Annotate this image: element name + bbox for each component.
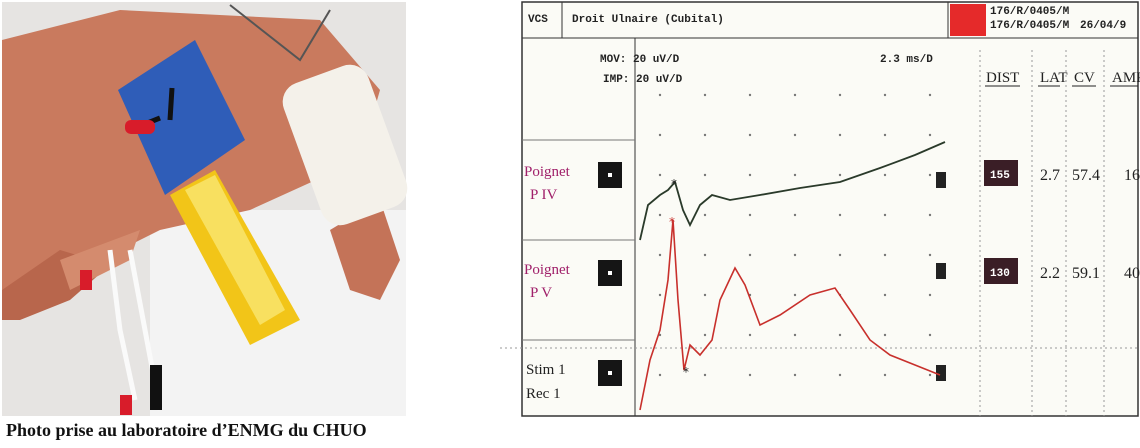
emg-screen: * * * <box>500 1 1139 417</box>
grid-dot <box>703 213 707 217</box>
amp: 40 <box>1124 265 1140 282</box>
grid-dot <box>883 253 887 257</box>
cv: 59.1 <box>1072 265 1100 282</box>
grid-dot <box>748 333 752 337</box>
dist: 155 <box>990 170 1010 182</box>
grid-dot <box>838 373 842 377</box>
screen-title: Droit Ulnaire (Cubital) <box>572 14 724 26</box>
grid-dot <box>658 373 662 377</box>
dist: 130 <box>990 268 1010 280</box>
lat: 2.7 <box>1040 167 1060 184</box>
caption: Photo prise au laboratoire d’ENMG du CHU… <box>6 420 367 440</box>
column-header: DIST <box>986 70 1019 86</box>
grid-dot <box>658 293 662 297</box>
date: 26/04/9 <box>1080 20 1126 32</box>
grid-dots <box>658 93 932 377</box>
grid-dot <box>703 173 707 177</box>
svg-text:*: * <box>683 365 689 379</box>
grid-dot <box>793 213 797 217</box>
timebase: 2.3 ms/D <box>880 54 933 66</box>
grid-dot <box>838 333 842 337</box>
grid-dot <box>928 333 932 337</box>
site: P IV <box>530 187 558 203</box>
grid-dot <box>748 373 752 377</box>
grid-dot <box>838 173 842 177</box>
site: P V <box>530 285 552 301</box>
grid-dot <box>883 213 887 217</box>
rec: Rec 1 <box>526 386 561 402</box>
grid-dot <box>793 333 797 337</box>
grid-dot <box>658 133 662 137</box>
svg-text:*: * <box>669 215 675 229</box>
grid-dot <box>658 213 662 217</box>
grid-dot <box>793 293 797 297</box>
grid-dot <box>928 373 932 377</box>
grid-dot <box>793 133 797 137</box>
grid-dot <box>703 293 707 297</box>
grid-dot <box>658 93 662 97</box>
photo <box>2 2 408 416</box>
grid-dot <box>928 93 932 97</box>
grid-dot <box>658 173 662 177</box>
grid-dot <box>748 133 752 137</box>
grid-dot <box>838 133 842 137</box>
grid-dot <box>703 253 707 257</box>
grid-dot <box>658 333 662 337</box>
grid-dot <box>658 253 662 257</box>
grid-dot <box>703 133 707 137</box>
grid-dot <box>883 133 887 137</box>
amp: 16 <box>1124 167 1140 184</box>
grid-dot <box>793 173 797 177</box>
code: VCS <box>528 14 548 26</box>
grid-dot <box>748 253 752 257</box>
grid-dot <box>748 173 752 177</box>
grid-dot <box>928 133 932 137</box>
grid-dot <box>838 93 842 97</box>
grid-dot <box>838 253 842 257</box>
column-header: LAT <box>1040 70 1068 86</box>
grid-dot <box>928 213 932 217</box>
grid-dot <box>928 293 932 297</box>
grid-dot <box>883 173 887 177</box>
column-header: CV <box>1074 70 1095 86</box>
patient-id: 176/R/0405/M <box>990 6 1070 18</box>
grid-dot <box>703 93 707 97</box>
grid-dot <box>703 333 707 337</box>
setting: IMP: 20 uV/D <box>603 74 683 86</box>
grid-dot <box>793 93 797 97</box>
cv: 57.4 <box>1072 167 1100 184</box>
grid-dot <box>793 253 797 257</box>
svg-text:*: * <box>671 177 677 191</box>
site: Poignet <box>524 262 571 278</box>
site: Poignet <box>524 164 571 180</box>
grid-dot <box>748 213 752 217</box>
grid-dot <box>883 333 887 337</box>
patient-id-2: 176/R/0405/M <box>990 20 1070 32</box>
grid-dot <box>748 93 752 97</box>
grid-dot <box>928 173 932 177</box>
grid-dot <box>928 253 932 257</box>
grid-dot <box>883 373 887 377</box>
stim: Stim 1 <box>526 362 566 378</box>
setting: MOV: 20 uV/D <box>600 54 680 66</box>
grid-dot <box>703 373 707 377</box>
lat: 2.2 <box>1040 265 1060 282</box>
column-header: AMP <box>1112 70 1140 86</box>
grid-dot <box>793 373 797 377</box>
grid-dot <box>883 93 887 97</box>
grid-dot <box>838 213 842 217</box>
grid-dot <box>883 293 887 297</box>
